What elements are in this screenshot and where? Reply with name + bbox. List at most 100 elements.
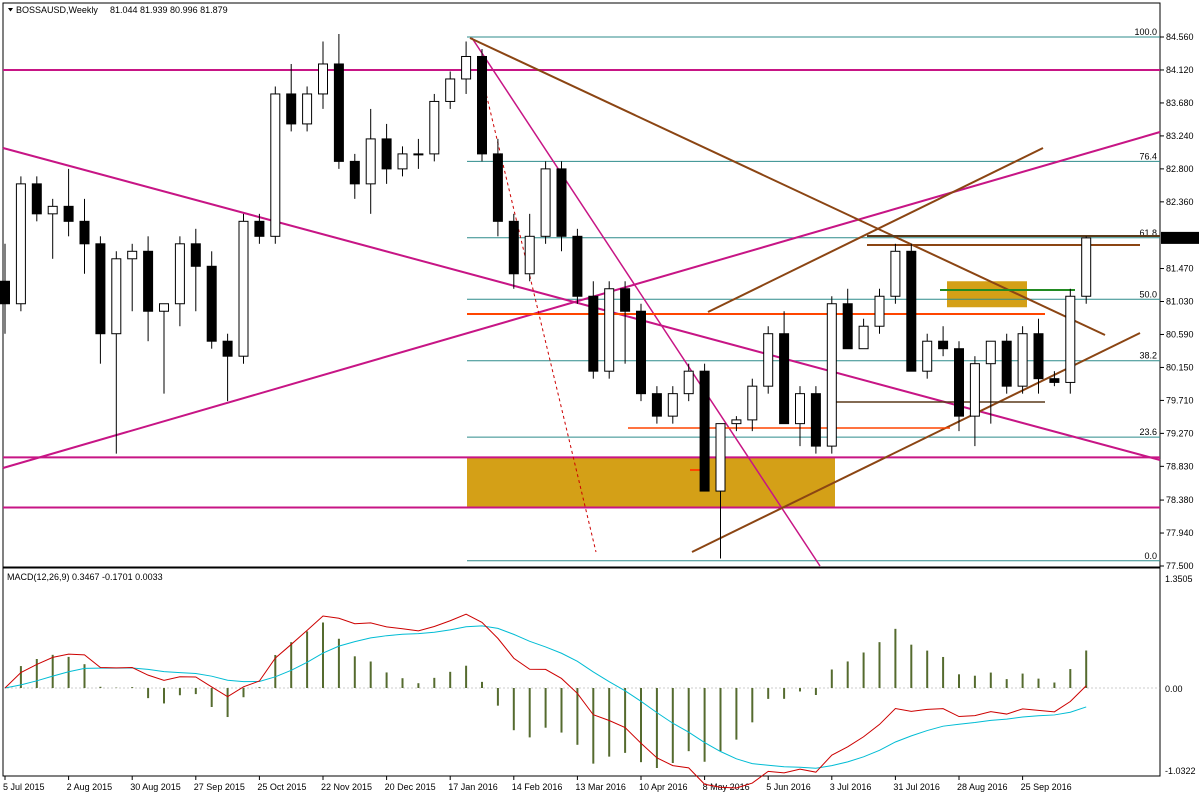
last-price-label: 81.879: [1166, 233, 1194, 243]
candle-body-57: [906, 250, 917, 372]
magenta-up-trendline: [2, 131, 1161, 469]
candle-body-52: [826, 303, 837, 447]
magenta-down-trendline: [2, 147, 1161, 461]
time-label-6: 20 Dec 2015: [385, 782, 436, 792]
time-label-0: 5 Jul 2015: [3, 782, 45, 792]
time-label-2: 30 Aug 2015: [130, 782, 181, 792]
candle-body-42: [667, 393, 678, 417]
candle-body-9: [143, 250, 154, 312]
candle-body-37: [588, 295, 599, 372]
candle-body-39: [620, 288, 631, 312]
candle-body-4: [63, 205, 74, 222]
candle-body-36: [572, 235, 583, 297]
candle-body-3: [47, 205, 58, 215]
candle-body-58: [922, 340, 933, 372]
time-label-5: 22 Nov 2015: [321, 782, 372, 792]
time-label-3: 27 Sep 2015: [194, 782, 245, 792]
candle-body-25: [397, 153, 408, 170]
candle-body-7: [111, 258, 122, 335]
price-tick-label-15: 77.500: [1166, 561, 1194, 571]
candle-body-11: [174, 243, 185, 305]
price-tick-label-2: 83.680: [1166, 98, 1194, 108]
candle-body-21: [333, 63, 344, 162]
candle-body-19: [302, 93, 313, 125]
dropdown-triangle-icon[interactable]: [8, 8, 13, 12]
candle-body-24: [381, 138, 392, 170]
fib-label-3: 50.0: [1139, 289, 1157, 299]
candle-body-8: [127, 250, 138, 260]
candle-body-2: [31, 183, 42, 215]
macd-label: MACD(12,26,9) 0.3467 -0.1701 0.0033: [7, 572, 163, 582]
header: BOSSAUSD,Weekly 81.044 81.939 80.996 81.…: [8, 5, 228, 15]
price-tick-label-6: 81.470: [1166, 264, 1194, 274]
candle-body-46: [731, 419, 742, 425]
candle-body-68: [1081, 237, 1092, 297]
time-label-8: 14 Feb 2016: [512, 782, 563, 792]
candle-body-17: [270, 93, 281, 237]
price-tick-label-13: 78.380: [1166, 495, 1194, 505]
support-zone: [467, 457, 835, 508]
candle-body-67: [1065, 295, 1076, 383]
time-label-7: 17 Jan 2016: [448, 782, 498, 792]
candle-body-38: [604, 288, 615, 372]
zones-layer: [467, 281, 1027, 508]
candle-body-31: [492, 153, 503, 222]
candle-body-33: [524, 235, 535, 275]
candle-body-64: [1017, 333, 1028, 387]
price-tick-label-5: 82.360: [1166, 197, 1194, 207]
candle-body-45: [715, 423, 726, 492]
trendlines-layer: [2, 37, 1161, 567]
time-label-16: 25 Sep 2016: [1021, 782, 1072, 792]
time-label-11: 8 May 2016: [703, 782, 750, 792]
time-label-9: 13 Mar 2016: [575, 782, 626, 792]
time-label-4: 25 Oct 2015: [257, 782, 306, 792]
candle-body-66: [1049, 378, 1060, 383]
brown-down-trendline: [469, 37, 1106, 336]
candle-body-18: [286, 93, 297, 125]
time-label-14: 31 Jul 2016: [893, 782, 940, 792]
candle-body-26: [413, 153, 424, 156]
time-label-13: 3 Jul 2016: [830, 782, 872, 792]
candle-body-51: [810, 393, 821, 447]
candle-body-12: [190, 243, 201, 267]
macd-pane[interactable]: [2, 567, 1161, 777]
candle-body-35: [556, 168, 567, 237]
brown-channel-line: [707, 147, 1044, 313]
price-tick-label-4: 82.800: [1166, 164, 1194, 174]
candle-body-44: [699, 370, 710, 492]
candle-body-22: [349, 160, 360, 185]
macd-axis-zero: 0.00: [1165, 684, 1183, 694]
candle-body-40: [636, 310, 646, 395]
candle-body-0: [0, 280, 10, 305]
macd-axis-top: 1.3505: [1165, 574, 1193, 584]
candle-body-41: [651, 393, 662, 417]
last-price-tag: [1161, 231, 1199, 244]
fib-label-5: 23.6: [1139, 427, 1157, 437]
candle-body-56: [890, 250, 901, 297]
candle-body-54: [858, 325, 869, 350]
price-tick-label-3: 83.240: [1166, 131, 1194, 141]
macd-layer: [3, 613, 1160, 789]
price-tick-label-12: 78.830: [1166, 461, 1194, 471]
fib-label-4: 38.2: [1139, 351, 1157, 361]
candle-body-48: [763, 333, 774, 387]
candle-body-50: [795, 393, 805, 425]
candle-body-49: [779, 333, 790, 425]
candle-body-5: [79, 220, 90, 245]
resistance-zone: [947, 281, 1027, 308]
macd-axis-bottom: -1.0322: [1165, 766, 1196, 776]
candle-body-32: [508, 220, 519, 275]
fib-label-0: 100.0: [1134, 27, 1157, 37]
time-axis: 5 Jul 2015 2 Aug 2015 30 Aug 2015 27 Sep 20…: [3, 776, 1072, 792]
price-tick-label-11: 79.270: [1166, 428, 1194, 438]
price-tick-label-14: 77.940: [1166, 528, 1194, 538]
candle-body-61: [969, 363, 980, 417]
price-tick-label-9: 80.150: [1166, 362, 1194, 372]
price-tick-label-10: 79.710: [1166, 395, 1194, 405]
candle-body-29: [461, 55, 472, 80]
time-label-12: 5 Jun 2016: [766, 782, 811, 792]
price-tick-label-1: 84.120: [1166, 65, 1194, 75]
horizontal-levels-layer: [3, 68, 1160, 509]
candle-body-59: [938, 340, 949, 350]
